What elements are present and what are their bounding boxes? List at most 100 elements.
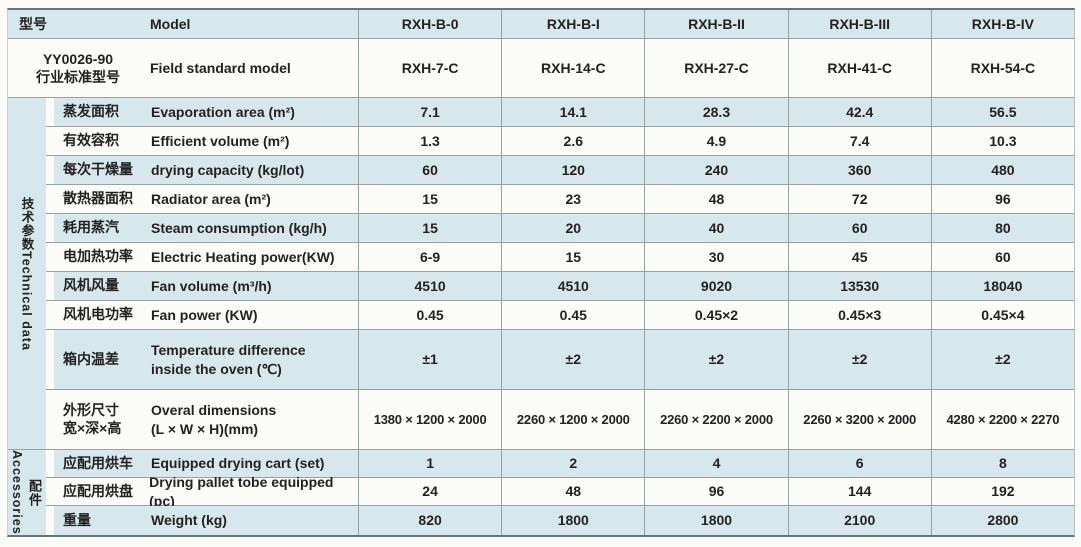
value-cell: 15 xyxy=(501,243,645,272)
header-model-3: RXH-B-III xyxy=(787,10,931,39)
label-cn-line1: 外形尺寸 xyxy=(63,402,119,418)
value-cell: 0.45×3 xyxy=(787,301,931,330)
header-model-label-cell: 型号 Model xyxy=(8,10,358,39)
value-cell: 2.6 xyxy=(501,127,645,156)
field-standard-en: Field standard model xyxy=(150,60,291,76)
value-cell: 4.9 xyxy=(644,127,788,156)
value-cell: 6-9 xyxy=(358,243,502,272)
value-cell: 6 xyxy=(787,450,931,478)
section-label-technical-data: 技术参数Technical data xyxy=(8,98,46,450)
value-cell: 2260 × 1200 × 2000 xyxy=(501,390,645,450)
value-cell: 60 xyxy=(787,214,931,243)
header-model-0: RXH-B-0 xyxy=(358,10,502,39)
value-cell: 0.45 xyxy=(358,301,502,330)
value-cell: ±2 xyxy=(930,330,1074,390)
value-cell: 48 xyxy=(501,478,645,506)
value-cell: ±2 xyxy=(501,330,645,390)
value-cell: 8 xyxy=(930,450,1074,478)
value-cell: 7.1 xyxy=(358,98,502,127)
field-standard-cn: YY0026-90 行业标准型号 xyxy=(8,50,148,86)
header-model-cn: 型号 xyxy=(19,16,47,32)
value-cell: 1800 xyxy=(501,506,645,535)
label-en: Steam consumption (kg/h) xyxy=(151,219,327,236)
row-overall-dimensions-label: 外形尺寸 宽×深×高 Overal dimensions (L × W × H)… xyxy=(46,390,358,450)
field-model-0: RXH-7-C xyxy=(358,39,502,98)
section-label-accessories: Accessories 配件 xyxy=(8,450,46,535)
row-fan-power-label: 风机电功率 Fan power (KW) xyxy=(46,301,358,330)
row-drying-pallet-label: 应配用烘盘 Drying pallet tobe equipped (pc) xyxy=(46,474,358,509)
value-cell: 0.45×2 xyxy=(644,301,788,330)
row-efficient-volume-label: 有效容积 Efficient volume (m²) xyxy=(46,127,358,156)
value-cell: 10.3 xyxy=(930,127,1074,156)
value-cell: 42.4 xyxy=(787,98,931,127)
value-cell: 192 xyxy=(930,478,1074,506)
row-steam-consumption-label: 耗用蒸汽 Steam consumption (kg/h) xyxy=(46,214,358,243)
value-cell: 28.3 xyxy=(644,98,788,127)
label-en: drying capacity (kg/lot) xyxy=(151,161,305,178)
label-en: Radiator area (m²) xyxy=(151,190,271,207)
vertical-text: 技术参数Technical data xyxy=(18,197,37,351)
value-cell: 72 xyxy=(787,185,931,214)
value-cell: 30 xyxy=(644,243,788,272)
value-cell: 4510 xyxy=(501,272,645,301)
label-cn: 蒸发面积 xyxy=(63,103,119,120)
label-cn: 散热器面积 xyxy=(63,190,133,207)
label-cn: 电加热功率 xyxy=(63,248,133,265)
value-cell: 7.4 xyxy=(787,127,931,156)
value-cell: 1.3 xyxy=(358,127,502,156)
label-en: Drying pallet tobe equipped (pc) xyxy=(149,474,334,509)
value-cell: 9020 xyxy=(644,272,788,301)
section-technical-en: Technical data xyxy=(19,250,34,351)
value-cell: 0.45×4 xyxy=(930,301,1074,330)
value-cell: 20 xyxy=(501,214,645,243)
header-model-4: RXH-B-IV xyxy=(930,10,1074,39)
value-cell: 18040 xyxy=(930,272,1074,301)
value-cell: 80 xyxy=(930,214,1074,243)
value-cell: 1800 xyxy=(644,506,788,535)
label-en: Fan volume (m³/h) xyxy=(151,277,272,294)
value-cell: 14.1 xyxy=(501,98,645,127)
label-en: Weight (kg) xyxy=(151,512,227,529)
value-cell: 15 xyxy=(358,214,502,243)
value-cell: 60 xyxy=(930,243,1074,272)
label-cn: 应配用烘盘 xyxy=(63,482,133,499)
value-cell: 15 xyxy=(358,185,502,214)
label-cn: 箱内温差 xyxy=(63,350,119,367)
field-model-1: RXH-14-C xyxy=(501,39,645,98)
spec-table: 技术参数Technical data Accessories 配件 型号 Mod… xyxy=(7,8,1075,537)
label-en: Efficient volume (m²) xyxy=(151,132,290,149)
value-cell: 13530 xyxy=(787,272,931,301)
value-cell: 24 xyxy=(358,478,502,506)
label-en-line1: Temperature difference xyxy=(151,342,306,359)
value-cell: 360 xyxy=(787,156,931,185)
row-drying-capacity-label: 每次干燥量 drying capacity (kg/lot) xyxy=(46,156,358,185)
label-en-line2: inside the oven (℃) xyxy=(151,360,282,377)
label-en: Equipped drying cart (set) xyxy=(151,455,325,472)
value-cell: 120 xyxy=(501,156,645,185)
label-cn: 有效容积 xyxy=(63,132,119,149)
section-technical-cjk: 技术参数 xyxy=(19,196,34,251)
value-cell: 2800 xyxy=(930,506,1074,535)
row-evaporation-label: 蒸发面积 Evaporation area (m²) xyxy=(46,98,358,127)
value-cell: 4510 xyxy=(358,272,502,301)
value-cell: 820 xyxy=(358,506,502,535)
field-model-3: RXH-41-C xyxy=(787,39,931,98)
label-en: Evaporation area (m²) xyxy=(151,103,295,120)
label-cn: 应配用烘车 xyxy=(63,454,133,471)
row-weight-label: 重量 Weight (kg) xyxy=(46,506,358,535)
label-en: Overal dimensions (L × W × H)(mm) xyxy=(142,401,276,437)
value-cell: 60 xyxy=(358,156,502,185)
label-cn: 风机风量 xyxy=(63,277,119,294)
value-cell: 40 xyxy=(644,214,788,243)
value-cell: 2260 × 3200 × 2000 xyxy=(787,390,931,450)
value-cell: 4 xyxy=(644,450,788,478)
value-cell: 1380 × 1200 × 2000 xyxy=(358,390,502,450)
value-cell: 2260 × 2200 × 2000 xyxy=(644,390,788,450)
value-cell: 48 xyxy=(644,185,788,214)
label-cn-line2: 宽×深×高 xyxy=(63,419,122,436)
value-cell: 56.5 xyxy=(930,98,1074,127)
field-model-2: RXH-27-C xyxy=(644,39,788,98)
value-cell: 96 xyxy=(644,478,788,506)
value-cell: 0.45 xyxy=(501,301,645,330)
label-cn: 耗用蒸汽 xyxy=(63,219,119,236)
